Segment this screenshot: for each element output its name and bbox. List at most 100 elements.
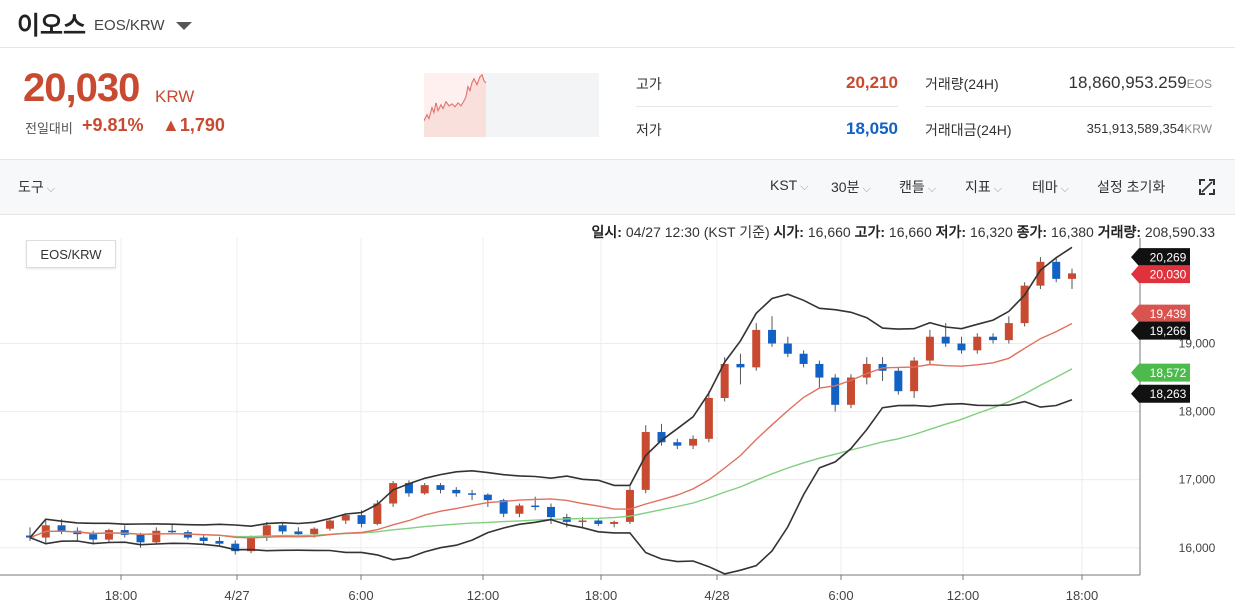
candlestick-chart[interactable]: 18:00 4/27 6:00 12:00 18:00 4/28 6:00 12:00 18:0… <box>0 238 1235 605</box>
chevron-down-icon: ⌵ <box>1060 183 1070 195</box>
candle <box>341 515 350 521</box>
candle <box>373 503 382 524</box>
mini-price-chart <box>424 73 599 137</box>
candle <box>483 494 492 501</box>
candle <box>294 531 303 535</box>
candle <box>752 329 761 368</box>
amount-label: 거래대금(24H) <box>925 122 1012 138</box>
change-amount: ▲1,790 <box>162 115 225 135</box>
candle <box>420 485 429 494</box>
candle <box>862 363 871 378</box>
candle <box>120 530 129 535</box>
price-tag-label: 19,439 <box>1150 307 1187 321</box>
candle <box>199 537 208 541</box>
candle <box>625 489 634 522</box>
chevron-down-icon: ⌵ <box>862 183 871 195</box>
title-bar: 이오스 EOS/KRW <box>0 0 1235 48</box>
candle <box>1020 285 1029 324</box>
candle <box>57 525 66 531</box>
candle-menu[interactable]: 캔들 ⌵ <box>899 179 937 195</box>
candle <box>736 363 745 368</box>
price-tag-label: 18,572 <box>1150 366 1187 380</box>
candle <box>278 525 287 532</box>
candle <box>1068 273 1076 279</box>
coin-name: 이오스 <box>17 11 87 40</box>
candle <box>846 377 855 405</box>
candle <box>404 483 413 494</box>
interval-menu[interactable]: 30분 ⌵ <box>831 179 871 195</box>
candle <box>247 537 256 552</box>
bollinger-upper-line <box>29 246 1073 539</box>
candle <box>468 493 477 495</box>
price-tag <box>1131 321 1190 340</box>
candle-info: 일시: 04/27 12:30 (KST 기준) 시가: 16,660 고가: … <box>591 224 1215 240</box>
candle <box>594 520 603 524</box>
candle <box>689 438 698 446</box>
candle <box>768 329 777 344</box>
candle <box>910 360 919 392</box>
divider <box>925 106 1212 107</box>
candle <box>973 336 982 351</box>
indicator-menu[interactable]: 지표 ⌵ <box>965 179 1003 195</box>
price-tag <box>1131 248 1190 267</box>
ma-short-line <box>29 322 1073 539</box>
candle <box>957 343 966 351</box>
y-tick-label: 18,000 <box>1179 405 1216 419</box>
price-tag-label: 20,030 <box>1150 268 1187 282</box>
high-label: 고가 <box>636 76 662 92</box>
candle <box>168 530 177 533</box>
price-tag-label: 20,269 <box>1150 251 1187 265</box>
bollinger-lower-line <box>29 398 1073 575</box>
candle <box>515 505 524 514</box>
price-tag <box>1131 384 1190 403</box>
candle <box>815 363 824 378</box>
candle <box>673 442 682 446</box>
candle <box>1052 261 1061 279</box>
candle <box>310 528 319 535</box>
candle <box>1004 323 1013 341</box>
x-tick-label: 4/27 <box>224 588 249 603</box>
candle <box>499 500 508 514</box>
candle <box>1036 261 1045 286</box>
candle <box>231 543 240 552</box>
amount-value: 351,913,589,354KRW <box>1086 121 1212 136</box>
candle <box>152 530 161 543</box>
candle <box>452 489 461 494</box>
x-tick-label: 18:00 <box>1066 588 1099 603</box>
candle <box>783 343 792 354</box>
low-label: 저가 <box>636 122 662 138</box>
price-tag <box>1131 265 1190 284</box>
candle <box>325 520 334 529</box>
chart-toolbar: 도구 ⌵ KST ⌵ 30분 ⌵ 캔들 ⌵ 지표 ⌵ 테마 ⌵ 설정 초기화 <box>0 159 1235 215</box>
candle <box>436 485 445 490</box>
x-tick-label: 12:00 <box>467 588 500 603</box>
candle <box>389 483 398 504</box>
theme-menu[interactable]: 테마 ⌵ <box>1032 179 1070 195</box>
candle <box>610 521 619 524</box>
chevron-down-icon: ⌵ <box>800 181 809 193</box>
timezone-menu[interactable]: KST ⌵ <box>770 177 809 193</box>
coin-select-dropdown-icon[interactable] <box>175 21 192 30</box>
candle <box>989 336 998 341</box>
reset-settings-button[interactable]: 설정 초기화 <box>1097 179 1166 195</box>
tools-menu[interactable]: 도구 ⌵ <box>18 179 56 195</box>
y-tick-label: 19,000 <box>1179 337 1216 351</box>
fullscreen-icon[interactable] <box>1198 178 1216 196</box>
candle <box>183 532 192 538</box>
candle <box>531 505 540 508</box>
candle <box>704 397 713 439</box>
divider <box>636 106 898 107</box>
x-tick-label: 18:00 <box>585 588 618 603</box>
price-tag-label: 19,266 <box>1150 324 1187 338</box>
chevron-down-icon: ⌵ <box>46 183 56 195</box>
candle <box>657 432 666 443</box>
coin-pair: EOS/KRW <box>94 17 165 34</box>
candle <box>925 336 934 361</box>
candle <box>720 363 729 398</box>
candle <box>578 520 587 523</box>
chart-pair-label: EOS/KRW <box>26 240 116 268</box>
volume-label: 거래량(24H) <box>925 76 999 92</box>
candle <box>831 377 840 405</box>
candle <box>799 353 808 364</box>
y-tick-label: 16,000 <box>1179 541 1216 555</box>
